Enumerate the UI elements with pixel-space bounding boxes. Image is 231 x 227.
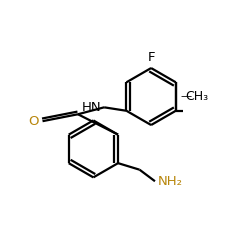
Text: O: O xyxy=(28,115,39,128)
Text: F: F xyxy=(147,51,155,64)
Text: CH₃: CH₃ xyxy=(185,90,208,103)
Text: HN: HN xyxy=(82,101,101,114)
Text: —: — xyxy=(180,91,191,101)
Text: NH₂: NH₂ xyxy=(158,175,183,188)
